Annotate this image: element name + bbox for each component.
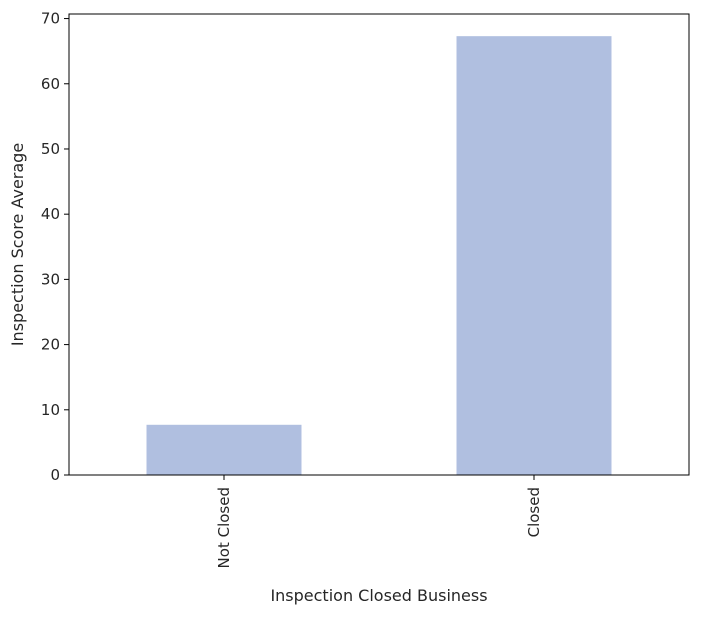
y-axis-label: Inspection Score Average xyxy=(8,143,27,346)
x-axis-ticks: Not Closed Closed xyxy=(215,475,543,568)
y-tick-label: 20 xyxy=(41,336,60,354)
x-axis-label: Inspection Closed Business xyxy=(270,586,487,605)
plot-area-frame xyxy=(68,13,690,476)
y-tick-label: 60 xyxy=(41,75,60,93)
y-tick-label: 0 xyxy=(50,466,60,484)
y-tick-label: 40 xyxy=(41,205,60,223)
x-tick-label: Closed xyxy=(525,487,543,537)
y-tick-label: 10 xyxy=(41,401,60,419)
bars-layer xyxy=(146,36,612,475)
bar-not-closed xyxy=(146,424,302,475)
bar-closed xyxy=(456,36,612,475)
y-axis-ticks: 0 10 20 30 40 50 60 70 xyxy=(41,10,69,484)
y-tick-label: 50 xyxy=(41,140,60,158)
y-tick-label: 30 xyxy=(41,270,60,288)
x-tick-label: Not Closed xyxy=(215,487,233,568)
y-tick-label: 70 xyxy=(41,10,60,28)
